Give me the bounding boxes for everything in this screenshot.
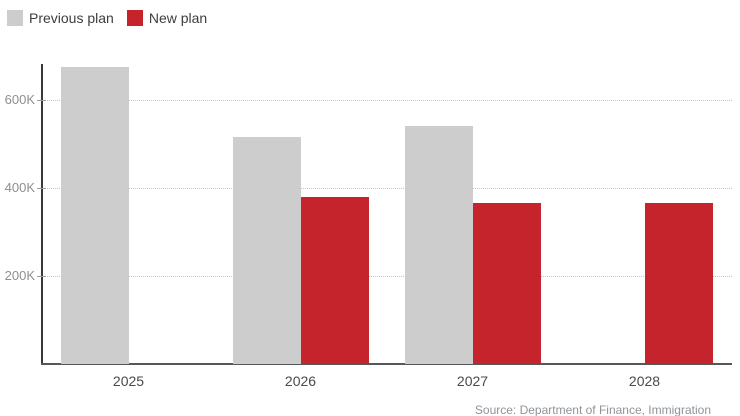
y-axis-tick-400k <box>37 188 46 189</box>
legend-label-previous-plan: Previous plan <box>29 10 114 26</box>
legend-swatch-previous-plan-icon <box>7 10 23 26</box>
legend-label-new-plan: New plan <box>148 10 208 26</box>
y-axis-tick-600k <box>37 100 46 101</box>
bar-new-plan-2027 <box>472 203 541 364</box>
legend-swatch-new-plan-icon <box>126 10 143 26</box>
bar-new-plan-2026 <box>300 196 369 364</box>
gridline-200k <box>44 276 732 277</box>
y-axis-label-600k: 600K <box>4 92 35 107</box>
source-attribution: Source: Department of Finance, Immigrati… <box>474 403 711 416</box>
legend-item-new-plan: New plan <box>126 10 208 26</box>
y-axis-label-400k: 400K <box>4 180 35 195</box>
x-axis-line <box>41 363 732 365</box>
bar-previous-plan-2027 <box>404 126 473 364</box>
bar-new-plan-2028 <box>644 203 713 364</box>
y-axis-line <box>41 64 43 365</box>
bar-previous-plan-2026 <box>232 137 301 364</box>
x-axis-label-2026: 2026 <box>284 373 317 389</box>
y-axis-label-200k: 200K <box>4 268 35 283</box>
chart-legend: Previous plan New plan <box>7 10 207 26</box>
gridline-600k <box>44 100 732 101</box>
x-axis-label-2027: 2027 <box>456 373 489 389</box>
bar-previous-plan-2025 <box>60 67 129 364</box>
x-axis-label-2025: 2025 <box>112 373 145 389</box>
legend-item-previous-plan: Previous plan <box>7 10 114 26</box>
x-axis-label-2028: 2028 <box>628 373 661 389</box>
gridline-400k <box>44 188 732 189</box>
y-axis-tick-200k <box>37 276 46 277</box>
